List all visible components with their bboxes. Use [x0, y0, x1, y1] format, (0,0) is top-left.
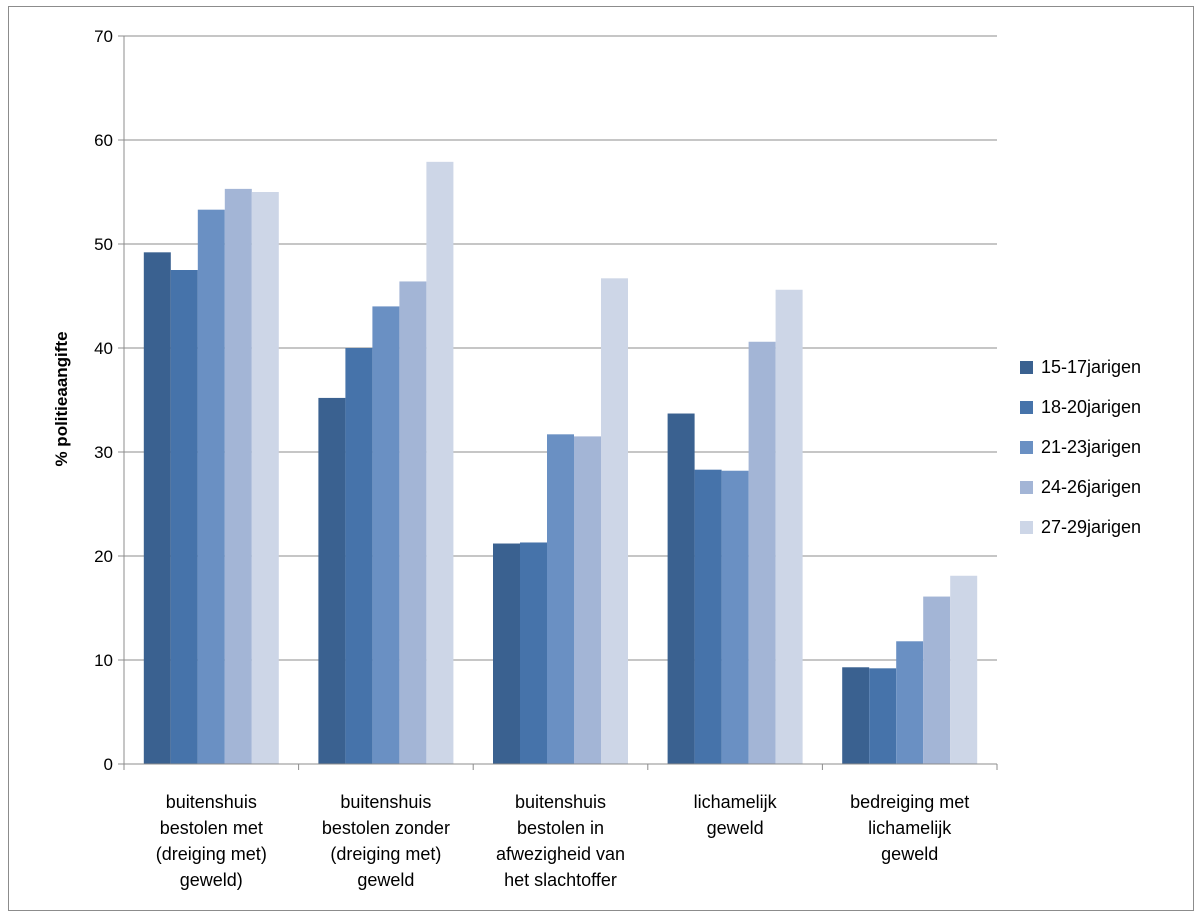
category-label: buitenshuis bestolen zonder (dreiging met)…: [322, 792, 450, 890]
y-tick-label: 20: [94, 547, 113, 566]
category-label-line: (dreiging met): [330, 844, 441, 864]
legend-swatch: [1020, 401, 1033, 414]
y-tick-label: 50: [94, 235, 113, 254]
bar-18-20jarigen-cat2: [345, 348, 373, 764]
category-label-line: buitenshuis: [340, 792, 431, 812]
category-label-line: afwezigheid van: [496, 844, 625, 864]
bars: [143, 161, 978, 765]
bar-24-26jarigen-cat4: [748, 341, 776, 764]
bar-18-20jarigen-cat4: [694, 469, 722, 764]
bar-21-23jarigen-cat5: [896, 641, 924, 764]
y-axis-title: % politieaangifte: [52, 331, 71, 466]
legend-entry-label: 21-23jarigen: [1041, 437, 1141, 457]
category-label-line: geweld: [707, 818, 764, 838]
bar-21-23jarigen-cat1: [197, 209, 225, 764]
bar-15-17jarigen-cat2: [318, 397, 346, 764]
bar-18-20jarigen-cat1: [170, 270, 198, 764]
bar-15-17jarigen-cat4: [667, 413, 695, 764]
bar-15-17jarigen-cat3: [493, 543, 520, 764]
legend-swatch: [1020, 521, 1033, 534]
category-label: buitenshuis bestolen in afwezigheid van het…: [496, 792, 625, 890]
bar-27-29jarigen-cat3: [601, 278, 628, 764]
category-label-line: bestolen met: [160, 818, 263, 838]
chart-frame: 0 10 20 30 40 50 60 70 buitenshuis bestolen met (…: [8, 6, 1194, 911]
category-label: bedreiging met lichamelijk geweld: [850, 792, 969, 864]
legend-swatch: [1020, 441, 1033, 454]
category-label-line: bestolen in: [517, 818, 604, 838]
legend-swatch: [1020, 481, 1033, 494]
category-label-line: buitenshuis: [166, 792, 257, 812]
legend-entry-label: 18-20jarigen: [1041, 397, 1141, 417]
y-tick-label: 30: [94, 443, 113, 462]
y-tick-labels: 0 10 20 30 40 50 60 70: [94, 27, 113, 774]
category-label-line: het slachtoffer: [504, 870, 617, 890]
legend-swatch: [1020, 361, 1033, 374]
category-label-line: geweld: [357, 870, 414, 890]
bar-15-17jarigen-cat5: [842, 667, 870, 764]
axes: [118, 35, 998, 770]
y-tick-label: 40: [94, 339, 113, 358]
bar-15-17jarigen-cat1: [143, 252, 171, 764]
bar-27-29jarigen-cat4: [775, 289, 803, 764]
y-tick-label: 70: [94, 27, 113, 46]
y-tick-label: 0: [104, 755, 113, 774]
legend-entry-label: 15-17jarigen: [1041, 357, 1141, 377]
category-label-line: geweld: [881, 844, 938, 864]
category-label-line: bestolen zonder: [322, 818, 450, 838]
legend-entry-label: 27-29jarigen: [1041, 517, 1141, 537]
bar-24-26jarigen-cat3: [574, 436, 601, 764]
bar-24-26jarigen-cat2: [399, 281, 427, 764]
bar-27-29jarigen-cat1: [251, 192, 279, 764]
bar-18-20jarigen-cat3: [520, 542, 547, 764]
category-label-line: geweld): [180, 870, 243, 890]
category-label-line: lichamelijk: [868, 818, 952, 838]
y-tick-label: 10: [94, 651, 113, 670]
bar-21-23jarigen-cat2: [372, 306, 400, 764]
category-label-line: (dreiging met): [156, 844, 267, 864]
legend-entry-label: 24-26jarigen: [1041, 477, 1141, 497]
bar-27-29jarigen-cat5: [950, 575, 978, 764]
category-label-line: lichamelijk: [694, 792, 778, 812]
category-label: lichamelijk geweld: [694, 792, 778, 838]
y-tick-label: 60: [94, 131, 113, 150]
category-label-line: bedreiging met: [850, 792, 969, 812]
bar-21-23jarigen-cat3: [547, 434, 574, 764]
category-label-line: buitenshuis: [515, 792, 606, 812]
bar-24-26jarigen-cat1: [224, 188, 252, 764]
category-label: buitenshuis bestolen met (dreiging met) gew…: [156, 792, 267, 890]
category-labels: buitenshuis bestolen met (dreiging met) gew…: [156, 792, 969, 890]
chart-svg: 0 10 20 30 40 50 60 70 buitenshuis bestolen met (…: [52, 27, 1141, 890]
bar-24-26jarigen-cat5: [923, 596, 951, 764]
legend: 15-17jarigen 18-20jarigen 21-23jarigen 24-2…: [1020, 357, 1141, 537]
bar-18-20jarigen-cat5: [869, 668, 897, 764]
bar-21-23jarigen-cat4: [721, 470, 749, 764]
bar-27-29jarigen-cat2: [426, 161, 454, 765]
